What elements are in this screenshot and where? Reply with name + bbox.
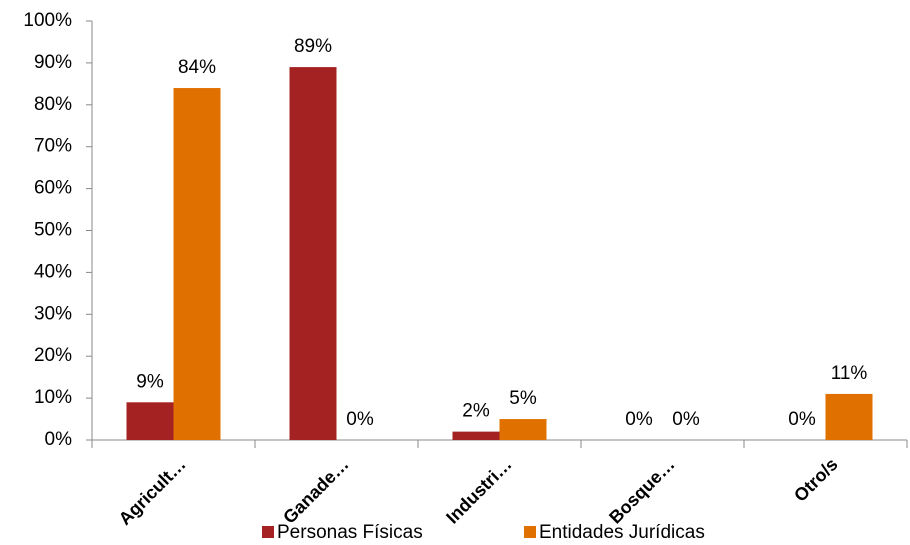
legend-swatch — [524, 526, 536, 538]
y-tick-label: 10% — [34, 387, 72, 408]
x-tick-label: Otro/s — [790, 454, 842, 506]
y-tick-label: 100% — [23, 10, 72, 31]
y-tick-label: 0% — [45, 429, 73, 450]
y-tick-label: 70% — [34, 136, 72, 157]
x-tick-label: Bosque… — [605, 454, 679, 528]
y-tick-label: 90% — [34, 52, 72, 73]
legend-label: Entidades Jurídicas — [539, 522, 705, 543]
bar — [289, 67, 337, 440]
bar — [126, 402, 174, 440]
legend-label: Personas Físicas — [277, 522, 423, 543]
value-label: 11% — [831, 363, 868, 384]
x-tick-label: Ganade… — [279, 454, 353, 528]
value-label: 89% — [294, 36, 332, 57]
value-label: 0% — [625, 409, 653, 430]
value-label: 0% — [788, 409, 816, 430]
bar — [452, 431, 500, 440]
y-tick-label: 20% — [34, 345, 72, 366]
y-tick-label: 80% — [34, 94, 72, 115]
bar — [499, 419, 547, 440]
bar — [825, 393, 873, 440]
value-label: 5% — [509, 388, 537, 409]
y-tick-label: 30% — [34, 303, 72, 324]
y-tick-label: 40% — [34, 261, 72, 282]
value-label: 0% — [346, 409, 374, 430]
y-tick-label: 50% — [34, 220, 72, 241]
value-label: 0% — [672, 409, 700, 430]
value-label: 9% — [136, 371, 164, 392]
legend-swatch — [262, 526, 274, 538]
bar — [173, 88, 221, 440]
x-tick-label: Industri… — [442, 454, 516, 528]
value-label: 84% — [178, 57, 216, 78]
y-tick-label: 60% — [34, 178, 72, 199]
value-label: 2% — [462, 401, 490, 422]
x-tick-label: Agricult… — [115, 454, 190, 529]
